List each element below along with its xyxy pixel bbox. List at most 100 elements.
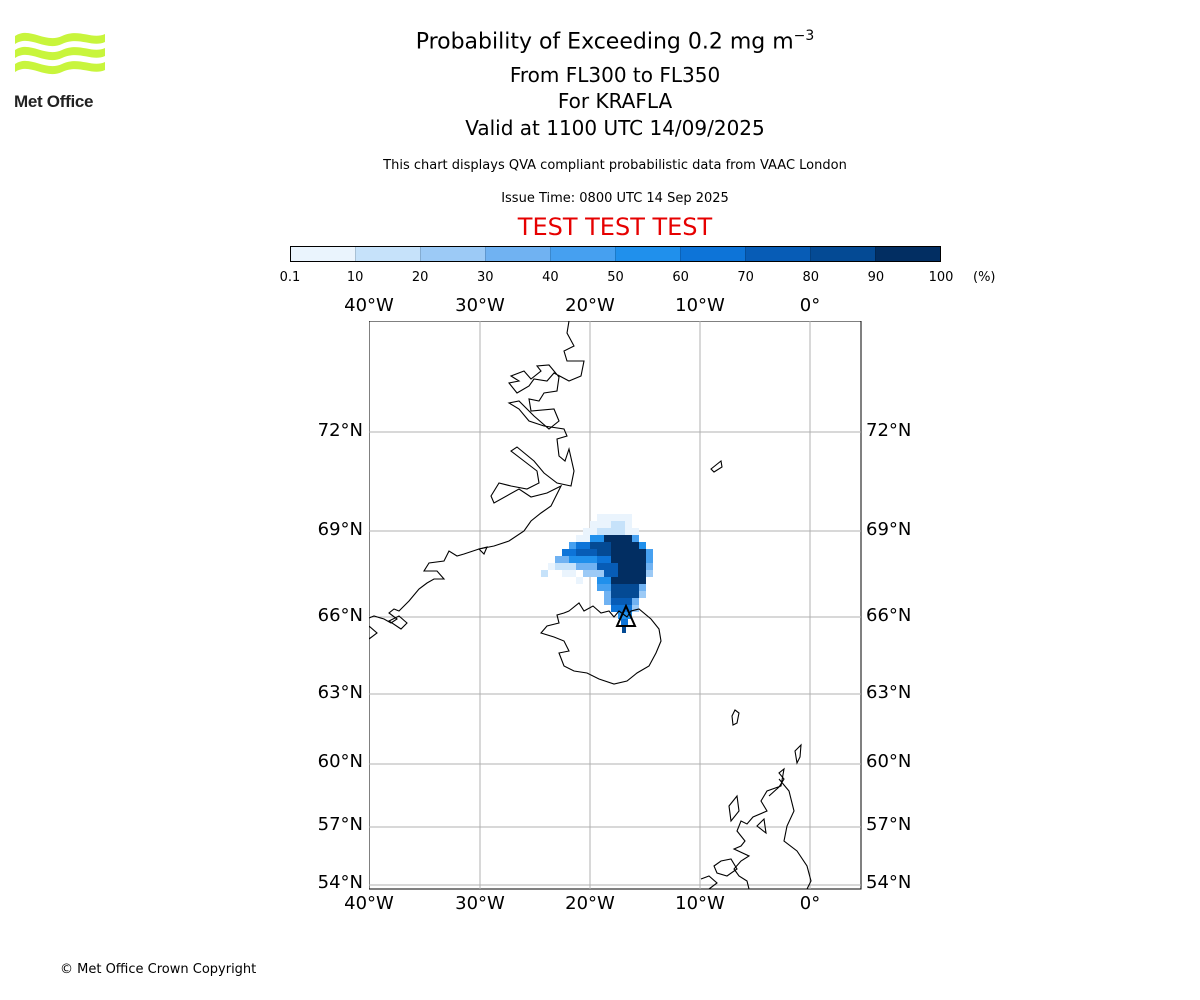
probability-cell <box>618 563 646 570</box>
probability-cell <box>597 528 625 535</box>
probability-cell <box>597 556 611 563</box>
title-exponent: −3 <box>793 28 815 44</box>
probability-cell <box>597 563 618 570</box>
latitude-label-left: 57°N <box>317 814 363 835</box>
latitude-label-right: 66°N <box>866 605 912 626</box>
probability-cell <box>555 563 576 570</box>
longitude-label: 10°W <box>675 893 725 914</box>
colorbar-tick-label: 10 <box>346 270 364 285</box>
probability-cell <box>576 577 583 584</box>
probability-cell <box>632 598 639 605</box>
volcano-name: For KRAFLA <box>557 89 673 113</box>
probability-cell <box>618 570 646 577</box>
graticule <box>369 321 861 889</box>
probability-cell <box>597 514 632 521</box>
latitude-label-right: 54°N <box>866 872 912 893</box>
colorbar-tick-label: 20 <box>411 270 429 285</box>
colorbar-segment <box>745 247 810 261</box>
test-banner: TEST TEST TEST <box>517 213 713 241</box>
colorbar-tick-label: 80 <box>802 270 820 285</box>
probability-cell <box>646 570 653 577</box>
probability-cell <box>562 549 576 556</box>
met-office-logo <box>15 32 105 75</box>
latitude-label-right: 63°N <box>866 682 912 703</box>
colorbar-segment <box>680 247 745 261</box>
colorbar-segment <box>615 247 680 261</box>
longitude-label: 20°W <box>565 893 615 914</box>
probability-cell <box>541 570 548 577</box>
colorbar-tick-label: 60 <box>672 270 689 285</box>
probability-cell <box>639 584 646 591</box>
ash-probability-field <box>541 514 653 633</box>
probability-cell <box>555 556 569 563</box>
scotland-coast <box>700 767 812 890</box>
probability-cell <box>611 591 639 598</box>
probability-cell <box>611 598 632 605</box>
colorbar-unit: (%) <box>973 270 996 285</box>
probability-cell <box>646 556 653 563</box>
probability-cell <box>604 570 618 577</box>
probability-cell <box>597 577 611 584</box>
latitude-label-left: 69°N <box>317 519 363 540</box>
probability-cell <box>611 584 639 591</box>
logo-wordmark: Met Office <box>14 92 94 111</box>
probability-cell <box>604 591 611 598</box>
issue-time: Issue Time: 0800 UTC 14 Sep 2025 <box>501 191 729 206</box>
longitude-label: 0° <box>799 295 821 316</box>
latitude-label-right: 72°N <box>866 420 912 441</box>
valid-time: Valid at 1100 UTC 14/09/2025 <box>465 116 765 140</box>
latitude-label-right: 57°N <box>866 814 912 835</box>
probability-cell <box>639 542 646 549</box>
chart-title: Probability of Exceeding 0.2 mg m−3 <box>0 28 1200 54</box>
colorbar-tick-label: 40 <box>542 270 559 285</box>
probability-cell <box>576 563 597 570</box>
colorbar-tick-label: 30 <box>477 270 494 285</box>
qva-note: This chart displays QVA compliant probab… <box>383 158 847 173</box>
greenland-coast <box>369 321 585 624</box>
probability-cell <box>576 542 590 549</box>
longitude-label: 40°W <box>344 893 394 914</box>
faroe-coast <box>731 709 740 726</box>
probability-cell <box>597 584 611 591</box>
latitude-label-left: 72°N <box>317 420 363 441</box>
latitude-label-left: 63°N <box>317 682 363 703</box>
longitude-label: 10°W <box>675 295 725 316</box>
probability-cell <box>632 605 639 612</box>
probability-cell <box>621 619 628 626</box>
copyright: © Met Office Crown Copyright <box>60 962 257 977</box>
probability-cell <box>569 556 597 563</box>
probability-cell <box>590 535 604 542</box>
longitude-label: 20°W <box>565 295 615 316</box>
probability-cell <box>562 570 576 577</box>
probability-cell <box>597 549 611 556</box>
probability-cell <box>569 542 576 549</box>
shetland-coast <box>794 743 802 765</box>
probability-cell <box>611 542 639 549</box>
colorbar-segment <box>550 247 615 261</box>
latitude-label-left: 66°N <box>317 605 363 626</box>
volcano-marker <box>615 603 637 627</box>
probability-cell <box>611 577 646 584</box>
latitude-label-left: 54°N <box>317 872 363 893</box>
colorbar-segment <box>420 247 485 261</box>
latitude-label-left: 60°N <box>317 751 363 772</box>
latitude-label-right: 69°N <box>866 519 912 540</box>
colorbar-tick-label: 90 <box>867 270 885 285</box>
colorbar-segment <box>810 247 875 261</box>
longitude-label: 30°W <box>455 893 505 914</box>
level-range: From FL300 to FL350 <box>509 63 721 87</box>
probability-cell <box>583 570 604 577</box>
probability-cell <box>611 556 646 563</box>
title-text: Probability of Exceeding 0.2 mg m <box>415 29 794 55</box>
probability-cell <box>639 591 646 598</box>
longitude-label: 40°W <box>344 295 394 316</box>
map-plot <box>369 321 862 890</box>
probability-cell <box>646 549 653 556</box>
probability-cell <box>604 535 632 542</box>
longitude-label: 30°W <box>455 295 505 316</box>
jan-mayen-coast <box>710 459 723 473</box>
probability-cell <box>548 563 555 570</box>
probability-cell <box>611 605 632 612</box>
colorbar-segment <box>875 247 940 261</box>
probability-cell <box>632 535 639 542</box>
